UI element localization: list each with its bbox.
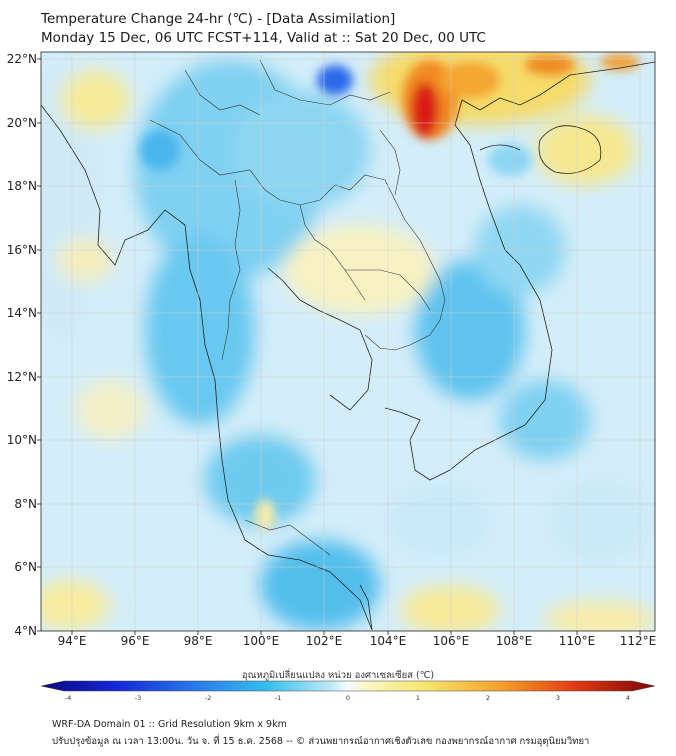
- y-tick-label: 16°N: [7, 243, 37, 257]
- y-tick-label: 14°N: [7, 306, 37, 320]
- temperature-field: [41, 52, 655, 631]
- colorbar-tick: -3: [135, 694, 141, 702]
- gridlines: [41, 52, 655, 631]
- colorbar-ramp: [40, 680, 656, 692]
- y-tick-label: 6°N: [14, 560, 37, 574]
- x-tick-label: 98°E: [184, 634, 213, 648]
- y-tick-label: 22°N: [7, 52, 37, 66]
- y-tick-label: 8°N: [14, 497, 37, 511]
- footer-model-info: WRF-DA Domain 01 :: Grid Resolution 9km …: [52, 719, 287, 730]
- y-tick-label: 12°N: [7, 370, 37, 384]
- colorbar: -4 -3 -2 -1 0 1 2 3 4: [40, 680, 656, 702]
- colorbar-tick: 2: [486, 694, 490, 702]
- colorbar-tick: 3: [556, 694, 560, 702]
- colorbar-tick: -4: [65, 694, 71, 702]
- x-tick-label: 100°E: [243, 634, 280, 648]
- x-tick-label: 104°E: [370, 634, 407, 648]
- footer-credit: ปรับปรุงข้อมูล ณ เวลา 13:00น. วัน จ. ที่…: [52, 736, 590, 747]
- x-tick-label: 94°E: [58, 634, 87, 648]
- x-tick-label: 106°E: [433, 634, 470, 648]
- x-tick-label: 110°E: [559, 634, 596, 648]
- y-tick-label: 20°N: [7, 116, 37, 130]
- map-title: Temperature Change 24-hr (℃) - [Data Ass…: [41, 11, 396, 27]
- map-subtitle: Monday 15 Dec, 06 UTC FCST+114, Valid at…: [41, 30, 486, 46]
- colorbar-tick: 4: [626, 694, 630, 702]
- colorbar-title: อุณหภูมิเปลี่ยนแปลง หน่วย องศาเซลเซียส (…: [241, 670, 435, 681]
- colorbar-tick: 1: [416, 694, 420, 702]
- x-tick-label: 108°E: [496, 634, 533, 648]
- x-tick-label: 112°E: [620, 634, 657, 648]
- colorbar-tick: -1: [275, 694, 281, 702]
- colorbar-tick: -2: [205, 694, 211, 702]
- coastlines: [41, 61, 655, 631]
- axes: 94°E 96°E 98°E 100°E 102°E 104°E 106°E 1…: [7, 52, 657, 648]
- y-tick-label: 10°N: [7, 433, 37, 447]
- colorbar-tick: 0: [346, 694, 350, 702]
- y-tick-label: 18°N: [7, 179, 37, 193]
- plot-frame: [40, 51, 656, 632]
- x-tick-label: 102°E: [306, 634, 343, 648]
- x-tick-label: 96°E: [121, 634, 150, 648]
- y-tick-label: 4°N: [14, 624, 37, 638]
